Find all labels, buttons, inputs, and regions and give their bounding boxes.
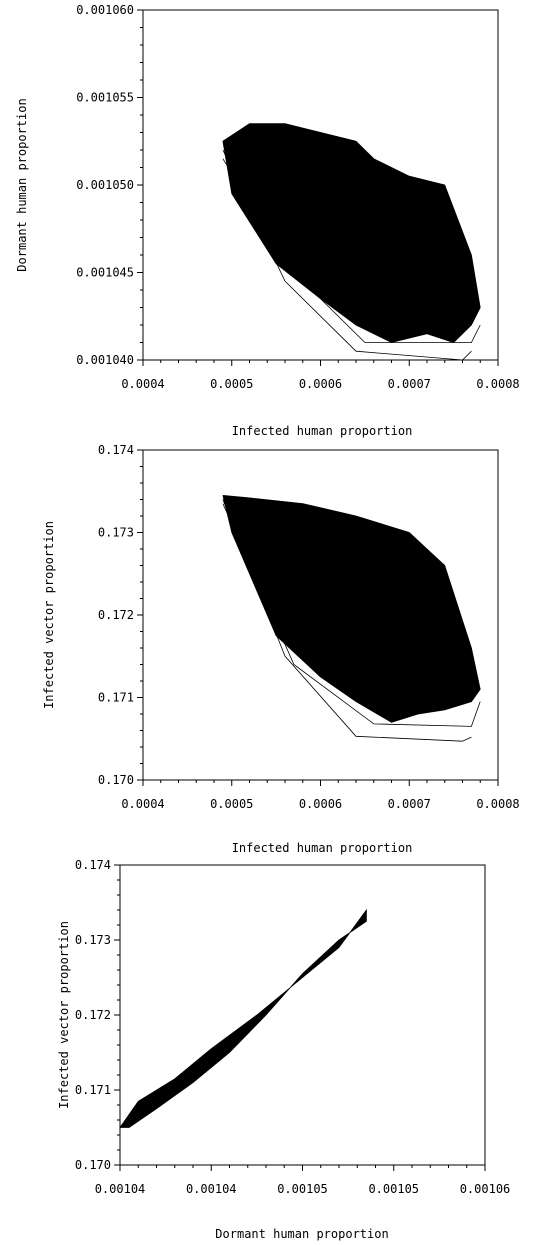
trajectory-line-2 <box>222 499 472 742</box>
y-tick-label: 0.001060 <box>76 3 134 17</box>
x-tick-label: 0.0006 <box>299 797 342 811</box>
trajectory-dense-region <box>120 910 367 1128</box>
x-tick-label: 0.00105 <box>368 1182 419 1196</box>
trajectory-line-1 <box>119 908 367 1128</box>
y-tick-label: 0.170 <box>75 1158 111 1172</box>
trajectory-dense-region <box>222 495 481 723</box>
trajectory-line-2 <box>222 149 472 361</box>
y-tick-label: 0.171 <box>75 1083 111 1097</box>
x-tick-label: 0.0007 <box>388 377 431 391</box>
y-tick-label: 0.172 <box>75 1008 111 1022</box>
x-axis-label-3: Dormant human proportion <box>215 1227 388 1241</box>
y-tick-label: 0.001050 <box>76 178 134 192</box>
phase-plot-panel-1: 0.001040 0.001045 0.001050 0.001055 0.001060… <box>15 3 520 438</box>
y-tick-label: 0.171 <box>98 691 134 705</box>
y-tick-label: 0.001040 <box>76 353 134 367</box>
x-ticks-1: 0.0004 0.0005 0.0006 0.0007 0.0008 <box>121 360 520 391</box>
x-axis-label-1: Infected human proportion <box>232 424 413 438</box>
trajectory-line-3 <box>222 158 481 343</box>
x-tick-label: 0.00104 <box>95 1182 146 1196</box>
x-tick-label: 0.0005 <box>210 797 253 811</box>
x-ticks-2: 0.0004 0.0005 0.0006 0.0007 0.0008 <box>121 780 520 811</box>
trajectory-series-3 <box>119 908 367 1128</box>
y-tick-label: 0.001045 <box>76 266 134 280</box>
x-tick-label: 0.0006 <box>299 377 342 391</box>
trajectory-line-3 <box>222 503 481 727</box>
trajectory-line-1 <box>222 495 481 723</box>
x-tick-label: 0.00105 <box>277 1182 328 1196</box>
x-tick-label: 0.0007 <box>388 797 431 811</box>
y-tick-label: 0.172 <box>98 608 134 622</box>
x-tick-label: 0.00106 <box>460 1182 511 1196</box>
y-tick-label: 0.173 <box>98 526 134 540</box>
y-ticks-2: 0.170 0.171 0.172 0.173 0.174 <box>98 443 143 787</box>
y-tick-label: 0.001055 <box>76 91 134 105</box>
trajectory-mass-2 <box>222 495 481 723</box>
trajectory-mass-3 <box>120 910 367 1128</box>
y-tick-label: 0.173 <box>75 933 111 947</box>
x-ticks-3: 0.00104 0.00104 0.00105 0.00105 0.00106 <box>95 1165 511 1196</box>
x-tick-label: 0.00104 <box>186 1182 237 1196</box>
trajectory-mass-1 <box>222 123 481 343</box>
y-ticks-3: 0.170 0.171 0.172 0.173 0.174 <box>75 858 120 1172</box>
y-axis-label-1: Dormant human proportion <box>15 98 29 271</box>
plot-frame-3 <box>119 864 486 1166</box>
trajectory-series-1 <box>222 123 481 361</box>
x-axis-label-2: Infected human proportion <box>232 841 413 855</box>
trajectory-dense-region <box>222 123 481 343</box>
y-tick-label: 0.170 <box>98 773 134 787</box>
y-tick-label: 0.174 <box>75 858 111 872</box>
x-tick-label: 0.0008 <box>476 377 519 391</box>
y-ticks-1: 0.001040 0.001045 0.001050 0.001055 0.001060 <box>76 3 143 367</box>
x-tick-label: 0.0004 <box>121 797 164 811</box>
x-tick-label: 0.0004 <box>121 377 164 391</box>
trajectory-line-1 <box>222 123 481 343</box>
y-axis-label-2: Infected vector proportion <box>42 521 56 709</box>
y-axis-label-3: Infected vector proportion <box>57 921 71 1109</box>
x-tick-label: 0.0008 <box>476 797 519 811</box>
trajectory-series-2 <box>222 495 481 742</box>
y-tick-label: 0.174 <box>98 443 134 457</box>
x-tick-label: 0.0005 <box>210 377 253 391</box>
